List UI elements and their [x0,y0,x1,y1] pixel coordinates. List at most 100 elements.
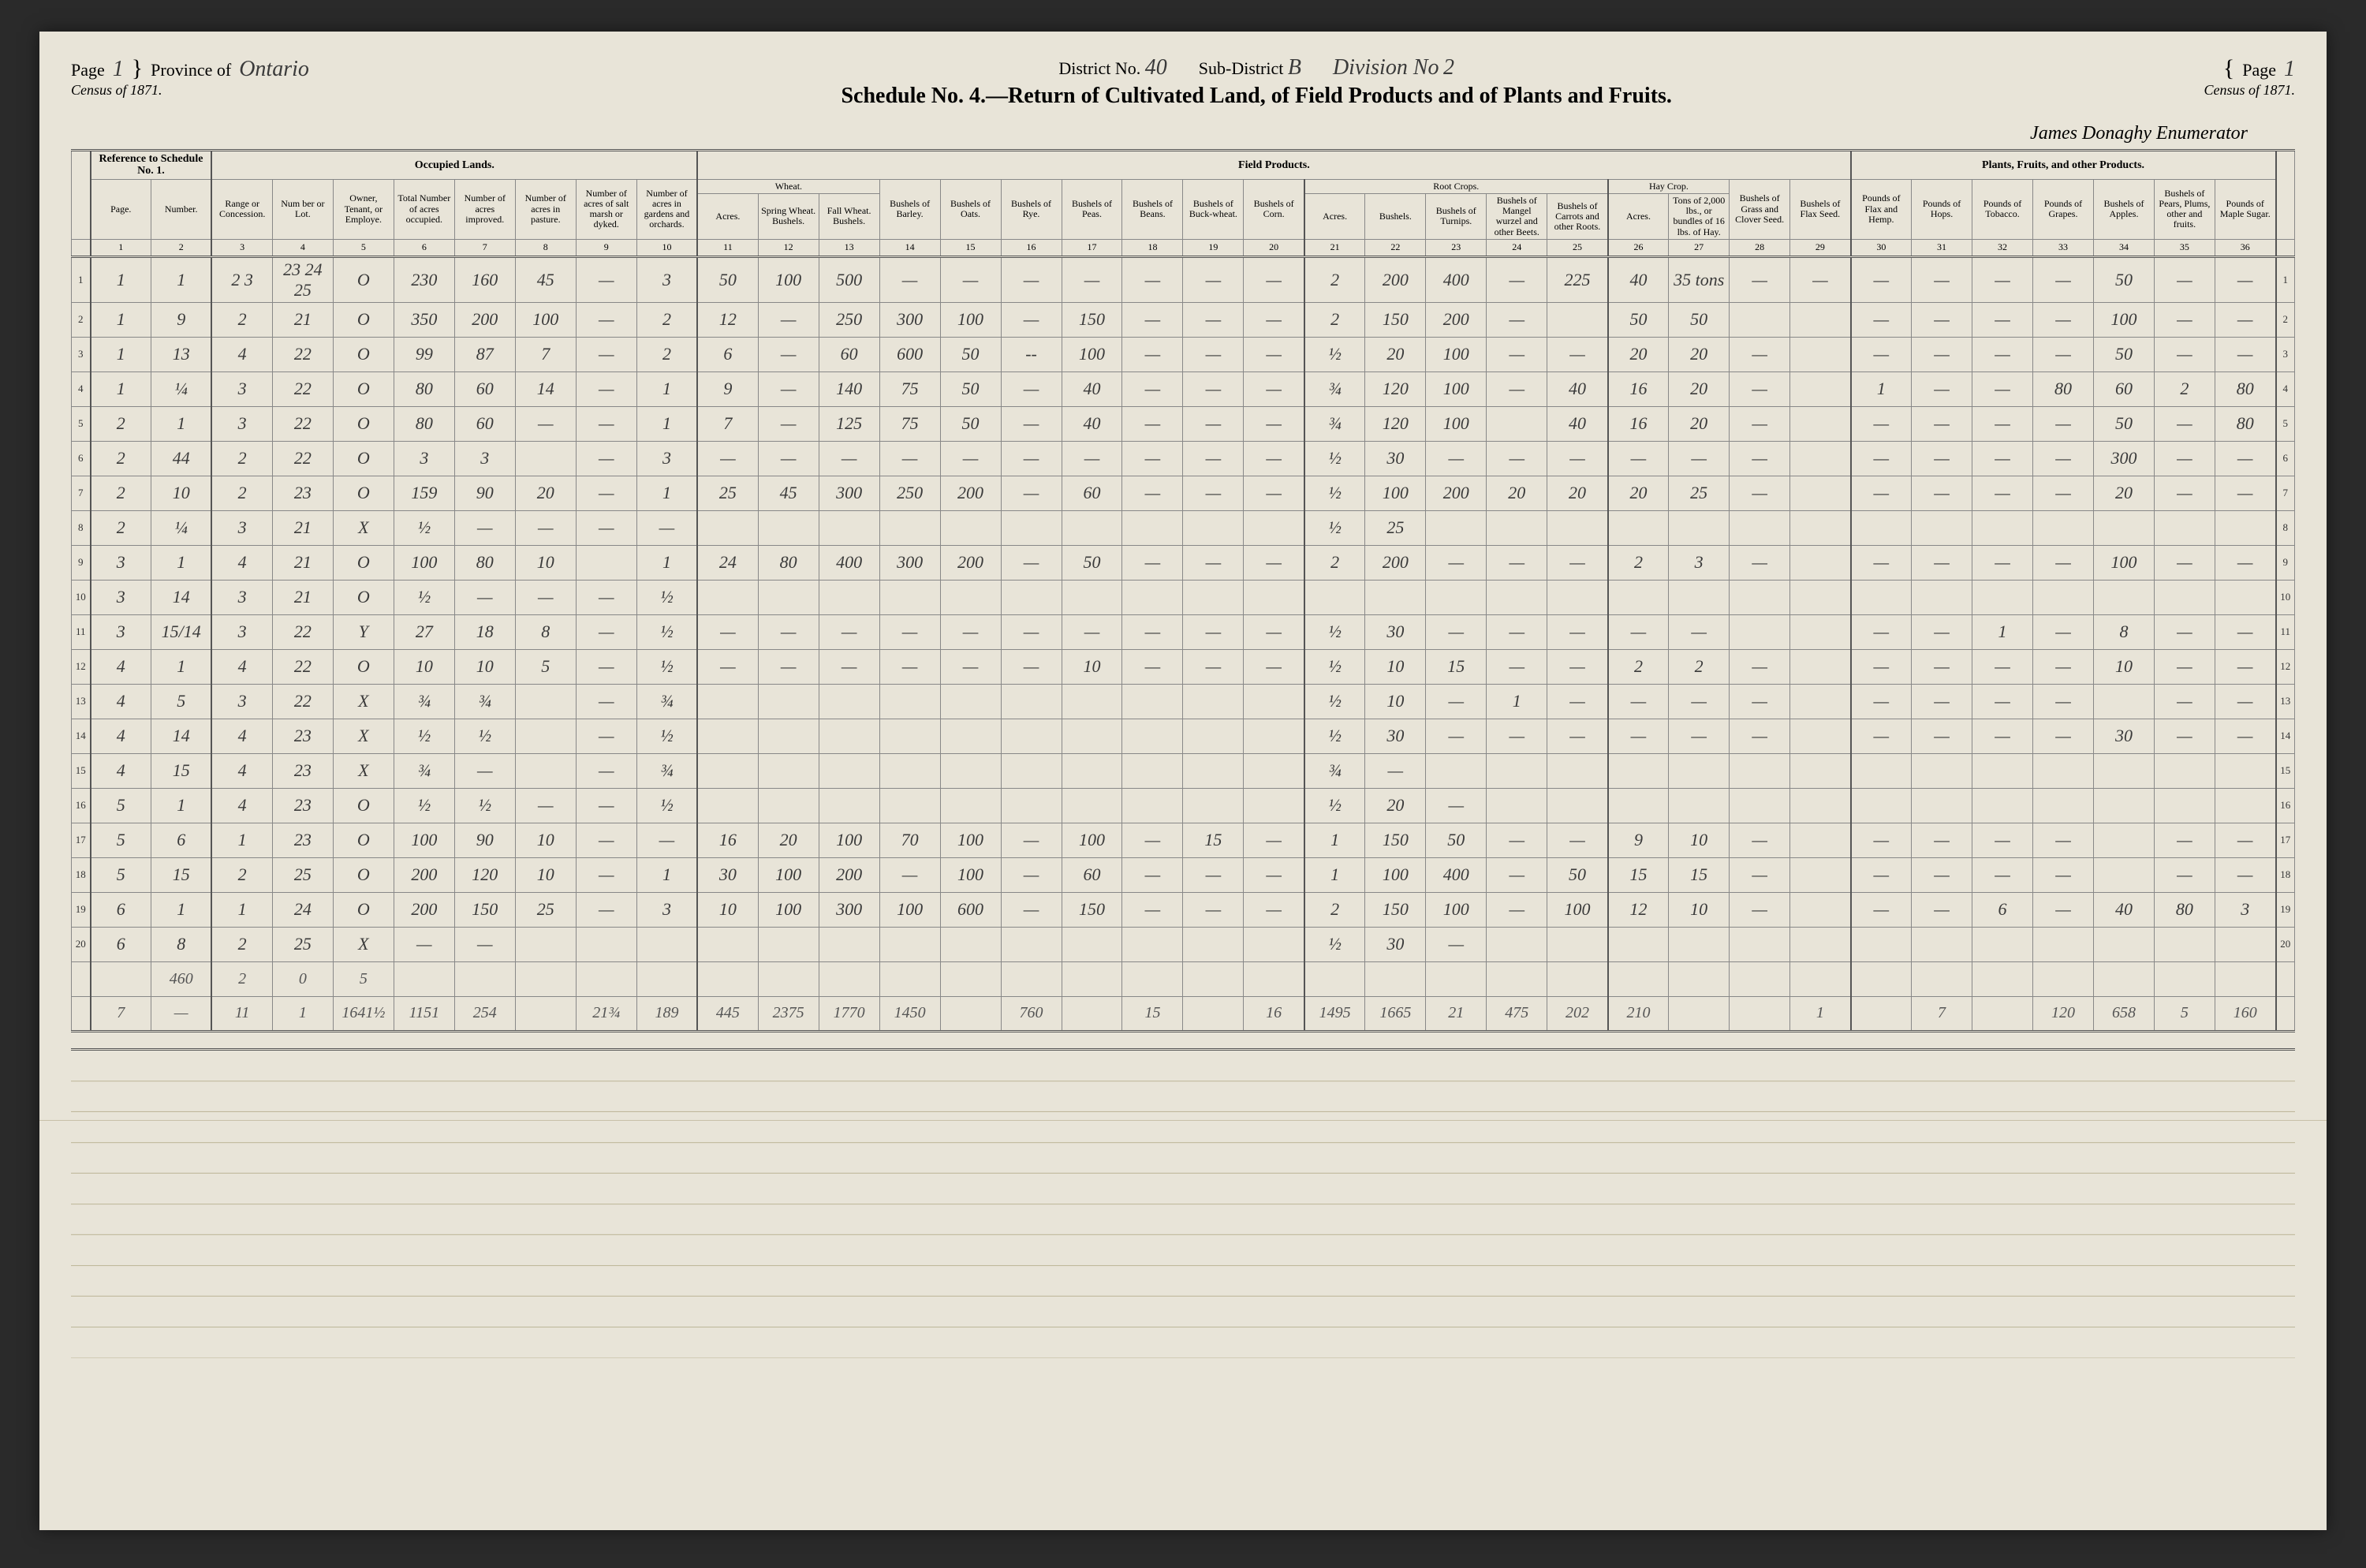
data-cell: ¾ [636,684,697,719]
totals-cell: 460 [151,961,211,996]
data-cell [1790,580,1851,614]
totals-cell [1304,961,1365,996]
row-number-right: 19 [2276,892,2295,927]
data-cell: — [1244,545,1304,580]
data-cell [758,788,819,823]
data-cell: — [1972,256,2033,302]
data-cell: — [576,441,636,476]
data-cell: — [1244,406,1304,441]
data-cell: 40 [1547,406,1608,441]
data-cell: 4 [211,649,272,684]
data-cell [2215,753,2275,788]
totals-cell: 16 [1244,996,1304,1031]
data-cell: 20 [515,476,576,510]
column-number: 15 [940,239,1001,256]
data-cell: ½ [1304,649,1365,684]
row-number-right: 11 [2276,614,2295,649]
data-cell [1790,788,1851,823]
column-number: 7 [454,239,515,256]
data-cell: — [2215,614,2275,649]
data-cell: 30 [697,857,758,892]
data-cell: 1 [636,406,697,441]
data-cell: — [1122,545,1183,580]
data-cell: 20 [1669,337,1730,371]
row-number-left: 12 [72,649,91,684]
row-number-left: 9 [72,545,91,580]
totals-cell: 1641½ [333,996,394,1031]
totals-cell [1669,996,1730,1031]
column-number: 17 [1062,239,1122,256]
totals-cell: 7 [1912,996,1972,1031]
data-cell: ½ [636,614,697,649]
data-cell [1122,510,1183,545]
data-cell [879,927,940,961]
data-cell: — [1001,857,1062,892]
data-cell: 50 [2093,337,2154,371]
col-h: Pounds of Tobacco. [1972,179,2033,239]
data-cell: 18 [454,614,515,649]
data-cell: — [2215,476,2275,510]
data-cell: — [2154,719,2215,753]
col-h: Number of acres in gardens and orchards. [636,179,697,239]
data-cell: 3 [636,441,697,476]
data-cell: — [1062,441,1122,476]
table-row: 15415423X¾——¾¾—15 [72,753,2295,788]
data-cell: 50 [1608,302,1669,337]
data-cell: 50 [2093,256,2154,302]
totals-cell [394,961,454,996]
data-cell [758,719,819,753]
data-cell: 300 [819,476,879,510]
row-number-left: 13 [72,684,91,719]
data-cell: — [758,614,819,649]
data-cell [1487,510,1547,545]
data-cell [1487,927,1547,961]
data-cell [1426,510,1487,545]
row-number-left: 20 [72,927,91,961]
data-cell: 25 [515,892,576,927]
data-cell: — [940,256,1001,302]
data-cell [1304,580,1365,614]
data-cell: 3 [211,406,272,441]
data-cell: 100 [2093,302,2154,337]
totals-cell: 210 [1608,996,1669,1031]
data-cell: ¾ [1304,753,1365,788]
col-h: Page. [91,179,151,239]
data-cell: — [1912,684,1972,719]
data-cell: 200 [394,892,454,927]
data-cell [819,580,879,614]
col-h: Bushels of Peas. [1062,179,1122,239]
data-cell: — [576,684,636,719]
data-cell: — [1183,614,1244,649]
data-cell: 22 [272,441,333,476]
data-cell: 10 [1365,684,1426,719]
data-cell: — [1972,406,2033,441]
data-cell: — [1669,441,1730,476]
data-cell: 4 [91,719,151,753]
col-h: Pounds of Flax and Hemp. [1851,179,1912,239]
totals-cell [1122,961,1183,996]
data-cell: 40 [1062,406,1122,441]
data-cell [1001,684,1062,719]
data-cell: 30 [1365,927,1426,961]
col-h: Acres. [1304,193,1365,239]
row-number-right: 13 [2276,684,2295,719]
data-cell: 100 [879,892,940,927]
data-cell: 22 [272,614,333,649]
data-cell: — [454,927,515,961]
data-cell [1122,753,1183,788]
data-cell: — [1912,857,1972,892]
data-cell: ½ [394,510,454,545]
data-cell: 40 [1062,371,1122,406]
data-cell: — [1487,823,1547,857]
data-cell [1912,927,1972,961]
data-cell: 400 [819,545,879,580]
col-h: Owner, Tenant, or Employe. [333,179,394,239]
row-number-right: 5 [2276,406,2295,441]
totals-cell: 5 [333,961,394,996]
data-cell: — [1912,892,1972,927]
data-cell [1669,927,1730,961]
schedule-title: Schedule No. 4.—Return of Cultivated Lan… [841,84,1671,109]
data-cell: 3 [91,545,151,580]
data-cell [697,580,758,614]
data-cell: — [1608,614,1669,649]
